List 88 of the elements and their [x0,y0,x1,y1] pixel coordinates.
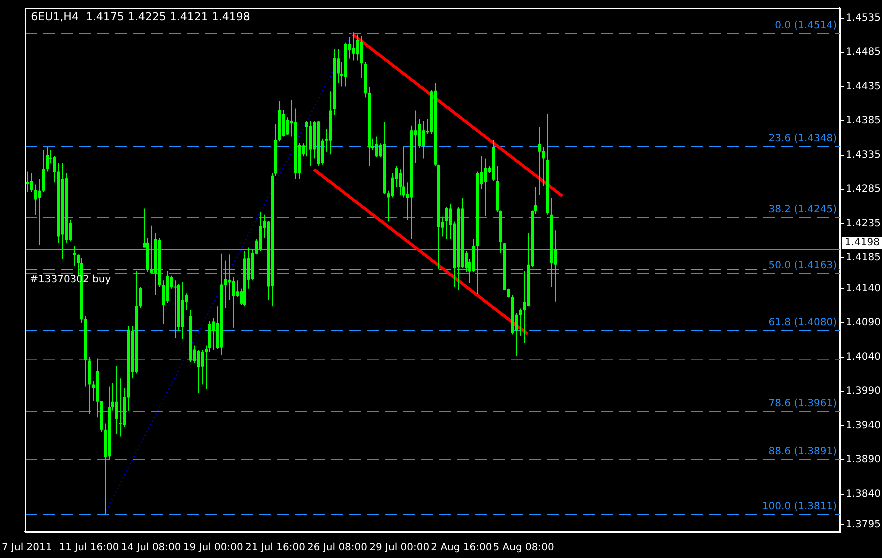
candlestick [333,48,336,116]
x-tick-label: 2 Aug 16:00 [431,542,492,554]
chart-title: 6EU1,H4 1.4175 1.4225 1.4121 1.4198 [31,10,250,24]
y-tick-label: 1.3840 [846,488,881,500]
candlestick [228,254,231,301]
y-tick-label: 1.4335 [846,150,881,161]
candlestick [418,118,421,149]
candlestick [162,280,165,325]
candlestick [282,110,285,138]
candlestick [150,225,153,274]
ref-line-label: 1.4198 [845,238,880,249]
candlestick [422,120,425,160]
ref-line-label: 38.2 (1.4245) [768,204,838,216]
candlestick [154,232,157,296]
x-tick-label: 29 Jul 00:00 [370,542,430,554]
y-tick-label: 1.4235 [846,218,881,230]
candlestick [38,178,41,246]
candlestick [375,136,378,158]
candlestick [286,117,289,136]
candlestick [278,100,281,142]
candlestick [42,150,45,193]
y-tick-label: 1.4185 [846,252,881,264]
ref-line-label: 100.0 (1.3811) [762,502,838,513]
candlestick [476,171,479,295]
candlestick [34,184,37,216]
ref-line-label: 50.0 (1.4163) [768,260,838,272]
x-tick-label: 14 Jul 08:00 [121,542,182,554]
candlestick [445,206,448,240]
candlestick [46,146,49,172]
y-tick-label: 1.4385 [846,116,881,127]
candlestick [305,120,308,158]
candlestick [259,212,262,252]
y-tick-label: 1.3990 [846,386,881,398]
candlestick [472,239,475,273]
candlestick [492,140,495,182]
candlestick [181,281,184,340]
candlestick [391,172,394,198]
candlestick [519,308,522,337]
x-tick-label: 11 Jul 16:00 [59,542,120,554]
candlestick [220,253,223,356]
y-tick-label: 1.3890 [846,454,881,466]
candlestick [457,206,460,291]
candlestick [410,125,413,240]
ref-line-label: 88.6 (1.3891) [768,446,838,458]
y-tick-label: 1.4285 [846,184,881,196]
candlestick [329,91,332,156]
candlestick [232,276,235,328]
candlestick [352,32,355,62]
x-tick-label: 7 Jul 2011 [2,542,52,554]
y-tick-label: 1.3940 [846,420,881,432]
x-tick-label: 26 Jul 08:00 [308,542,368,554]
y-tick-label: 1.4140 [846,283,881,294]
ref-line-label: 23.6 (1.4348) [768,134,838,145]
y-tick-label: 1.3795 [846,520,881,531]
ref-line-label: 78.6 (1.3961) [768,398,838,410]
candlestick [360,36,363,80]
candlestick [115,366,118,435]
candlestick [538,126,541,196]
x-tick-label: 5 Aug 08:00 [493,542,554,554]
candlestick [174,280,177,339]
y-tick-label: 1.4535 [846,12,881,24]
candlestick [26,171,29,193]
candlestick [61,162,64,260]
x-tick-label: 21 Jul 16:00 [245,542,306,554]
candlestick [73,246,76,267]
candlestick [542,146,545,187]
candlestick [197,350,200,394]
x-tick-label: 19 Jul 00:00 [183,542,244,554]
y-tick-label: 1.4485 [846,47,881,58]
candlestick [30,172,33,193]
candlestick [135,270,138,374]
ref-line-label: 61.8 (1.4080) [768,318,838,329]
candlestick [108,386,111,461]
y-tick-label: 1.4090 [846,318,881,329]
candlestick [344,42,347,88]
y-tick-label: 1.4040 [846,352,881,363]
ref-line-label: 0.0 (1.4514) [775,20,838,32]
y-tick-label: 1.4435 [846,81,881,92]
candlestick [309,120,312,167]
candlestick [201,350,204,386]
candlestick [88,356,91,415]
candlestick [212,318,215,351]
candlestick [166,270,169,304]
candlestick [484,158,487,217]
candlestick [402,146,405,198]
candlestick [356,34,359,62]
candlestick [119,378,122,438]
candlestick [243,250,246,308]
